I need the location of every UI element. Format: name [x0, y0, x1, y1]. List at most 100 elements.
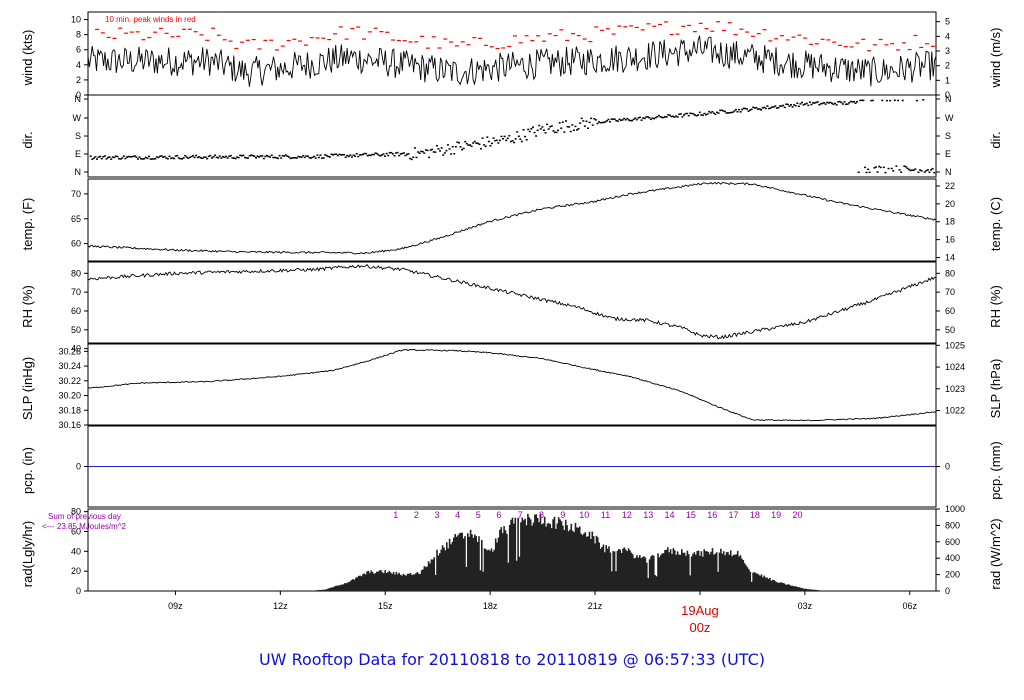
wind-series-line	[87, 35, 937, 87]
dir-point	[335, 153, 338, 156]
dir-point	[659, 116, 662, 118]
rad-hour-label: 14	[665, 510, 675, 520]
dir-point	[745, 108, 748, 110]
dir-point	[796, 102, 799, 104]
wind-peak-marker	[663, 21, 668, 23]
dir-point	[679, 113, 682, 115]
dir-point	[766, 105, 769, 107]
dir-point	[897, 99, 900, 102]
dir-point	[514, 138, 517, 140]
chart-title: UW Rooftop Data for 20110818 to 20110819…	[258, 650, 766, 669]
dir-point	[108, 156, 111, 158]
dir-point	[917, 171, 920, 174]
dir-point	[497, 142, 500, 144]
dir-point	[203, 156, 206, 159]
dir-point	[393, 155, 396, 157]
dir-point	[684, 112, 687, 115]
dir-point	[620, 119, 623, 122]
dir-point	[476, 142, 479, 145]
dir-point	[387, 154, 390, 157]
dir-point	[498, 139, 501, 142]
rad-hour-label: 15	[686, 510, 696, 520]
dir-point	[878, 165, 881, 168]
rad-hour-label: 13	[643, 510, 653, 520]
dir-point	[747, 110, 750, 112]
dir-point	[673, 116, 676, 118]
wind-peak-marker	[698, 22, 703, 24]
wind-right-tick-label: 1	[945, 75, 950, 85]
dir-point	[188, 156, 191, 159]
dir-point	[887, 167, 890, 170]
dir-point	[114, 155, 117, 157]
dir-point	[930, 169, 933, 171]
dir-point	[819, 103, 822, 105]
dir-point	[374, 152, 377, 154]
dir-right-tick-label: N	[945, 167, 952, 177]
dir-point	[130, 156, 133, 158]
dir-point	[185, 156, 188, 158]
dir-point	[846, 103, 849, 105]
dir-point	[539, 128, 542, 130]
dir-point	[546, 123, 549, 126]
slp-left-axis-label: SLP (inHg)	[20, 357, 35, 420]
dir-point	[848, 102, 851, 104]
dir-right-tick-label: S	[945, 131, 951, 141]
wind-peak-marker	[878, 38, 883, 41]
dir-point	[662, 116, 665, 119]
wind-peak-marker	[216, 34, 221, 36]
dir-point	[810, 103, 813, 106]
dir-point	[533, 131, 536, 134]
dir-point	[332, 154, 335, 156]
dir-point	[879, 166, 882, 169]
dir-point	[610, 118, 613, 120]
wind-peak-marker	[466, 44, 471, 46]
dir-point	[575, 129, 578, 131]
wind-peak-marker	[774, 38, 779, 40]
wind-peak-marker	[454, 45, 459, 47]
rad-left-tick-label: 20	[71, 566, 81, 576]
dir-point	[763, 106, 766, 109]
dir-point	[640, 119, 643, 121]
dir-point	[794, 104, 797, 107]
dir-point	[838, 100, 841, 103]
dir-point	[160, 155, 163, 157]
dir-point	[234, 157, 237, 160]
dir-point	[284, 154, 287, 156]
dir-point	[336, 154, 339, 157]
wind-right-tick-label: 5	[945, 17, 950, 27]
wind-peak-marker	[327, 38, 332, 41]
dir-point	[289, 157, 292, 160]
wind-peak-marker	[838, 44, 843, 46]
rh-series-line	[87, 263, 937, 340]
dir-point	[434, 151, 437, 153]
rh-right-tick-label: 70	[945, 287, 955, 297]
dir-point	[786, 103, 789, 106]
dir-point	[656, 116, 659, 118]
dir-point	[147, 155, 150, 158]
dir-point	[426, 149, 429, 152]
dir-point	[365, 152, 368, 155]
dir-point	[421, 151, 424, 153]
wind-peak-marker	[443, 38, 448, 40]
dir-point	[815, 101, 818, 104]
dir-point	[214, 154, 217, 156]
wind-right-tick-label: 0	[945, 90, 950, 100]
slp-panel: SLP (inHg) SLP (hPa) 30.16 30.18 30.20 30.22 3…	[20, 340, 1003, 430]
x-tick-label: 09z	[168, 601, 183, 611]
dir-point	[207, 155, 210, 158]
rad-right-tick-label: 600	[945, 537, 960, 547]
dir-point	[102, 156, 105, 158]
dir-point	[258, 156, 261, 158]
dir-point	[623, 117, 626, 120]
rh-right-tick-label: 80	[945, 268, 955, 278]
dir-point	[261, 155, 264, 157]
dir-point	[399, 153, 402, 155]
rad-left-tick-label: 60	[71, 526, 81, 536]
dir-point	[725, 112, 728, 114]
dir-point	[272, 156, 275, 159]
x-tick-label: 18z	[483, 601, 498, 611]
wind-peak-marker	[396, 39, 401, 42]
dir-point	[492, 137, 495, 139]
dir-point	[509, 140, 512, 143]
rad-hour-label: 19	[771, 510, 781, 520]
